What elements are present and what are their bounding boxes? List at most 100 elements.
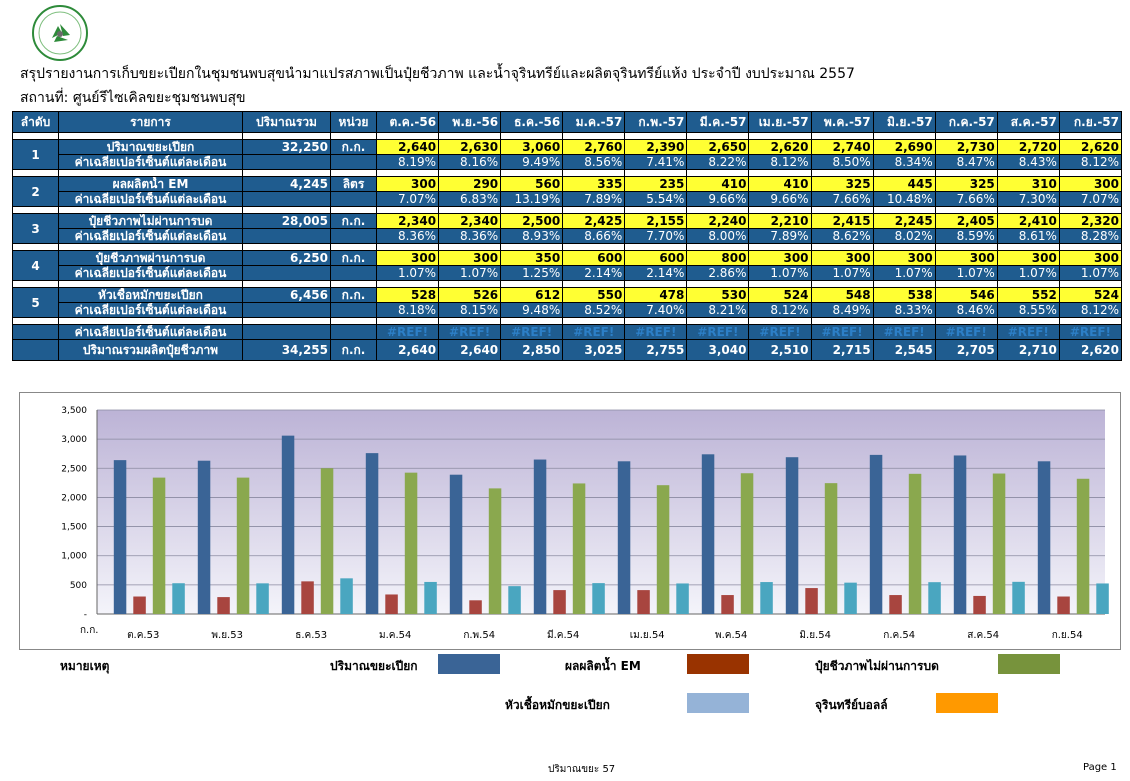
- total-month-value: 2,545: [872, 339, 936, 361]
- header-month: ม.ค.-57: [562, 111, 626, 133]
- bar: [385, 594, 398, 614]
- total-row-unit: ก.ก.: [330, 339, 377, 361]
- bar: [533, 459, 547, 614]
- spacer-cell: [375, 132, 440, 140]
- month-percent: 8.02%: [872, 228, 936, 244]
- month-percent: 8.21%: [686, 302, 750, 318]
- legend-swatch: [438, 654, 500, 674]
- spacer-cell: [686, 280, 750, 288]
- month-percent: 9.49%: [500, 154, 564, 170]
- month-percent: 8.36%: [438, 228, 502, 244]
- bar: [1096, 583, 1109, 614]
- month-value: 300: [375, 250, 440, 266]
- spacer-cell: [500, 169, 564, 177]
- avg-percent-label: ค่าเฉลี่ยเปอร์เซ็นต์แต่ละเดือน: [58, 324, 243, 340]
- spacer-cell: [810, 206, 874, 214]
- header-month: มิ.ย.-57: [872, 111, 936, 133]
- ref-error-cell: #REF!: [996, 324, 1060, 340]
- empty-cell: [330, 324, 377, 340]
- bar: [488, 488, 502, 614]
- month-value: 2,240: [686, 213, 750, 229]
- spacer-cell: [748, 317, 812, 325]
- spacer-cell: [438, 206, 502, 214]
- bar: [973, 595, 986, 614]
- spacer-cell: [748, 169, 812, 177]
- month-value: 350: [500, 250, 564, 266]
- spacer-cell: [624, 317, 688, 325]
- row-unit: ก.ก.: [330, 250, 377, 266]
- spacer-row: [12, 206, 1123, 214]
- month-percent: 8.62%: [810, 228, 874, 244]
- spacer-cell: [624, 132, 688, 140]
- month-value: 2,210: [748, 213, 812, 229]
- month-value: 600: [562, 250, 626, 266]
- bar: [404, 472, 418, 614]
- row-total: 4,245: [242, 176, 331, 192]
- month-percent: 8.36%: [375, 228, 440, 244]
- bar: [889, 595, 902, 614]
- total-month-value: 2,640: [375, 339, 440, 361]
- ref-row: ค่าเฉลี่ยเปอร์เซ็นต์แต่ละเดือน #REF! #REF!…: [12, 324, 1123, 340]
- empty-cell: [242, 302, 331, 318]
- table-row-percent: ค่าเฉลี่ยเปอร์เซ็นต์แต่ละเดือน 8.18% 8.15%…: [13, 302, 1123, 318]
- spacer-cell: [934, 243, 998, 251]
- month-value: 300: [996, 250, 1060, 266]
- row-total: 32,250: [242, 139, 331, 155]
- month-percent: 1.07%: [872, 265, 936, 281]
- y-tick-label: 500: [70, 581, 87, 591]
- spacer-cell: [12, 317, 59, 325]
- ref-error-cell: #REF!: [562, 324, 626, 340]
- y-tick-label: 3,500: [61, 406, 87, 416]
- month-value: 478: [624, 287, 688, 303]
- x-tick-label: มิ.ย.54: [799, 630, 831, 641]
- spacer-cell: [330, 243, 377, 251]
- avg-percent-label: ค่าเฉลี่ยเปอร์เซ็นต์แต่ละเดือน: [58, 154, 243, 170]
- bar: [656, 485, 670, 614]
- footer-sheet-name: ปริมาณขยะ 57: [548, 764, 616, 775]
- x-tick-label: ต.ค.53: [127, 630, 159, 641]
- empty-cell: [330, 154, 377, 170]
- month-percent: 1.07%: [1058, 265, 1123, 281]
- spacer-cell: [330, 206, 377, 214]
- spacer-cell: [996, 317, 1060, 325]
- ref-error-cell: #REF!: [810, 324, 874, 340]
- month-value: 530: [686, 287, 750, 303]
- month-value: 2,425: [562, 213, 626, 229]
- legend-label: ปุ๋ยชีวภาพไม่ผ่านการบด: [815, 659, 939, 673]
- month-value: 552: [996, 287, 1060, 303]
- spacer-cell: [242, 280, 331, 288]
- month-value: 548: [810, 287, 874, 303]
- x-tick-label: ธ.ค.53: [295, 630, 327, 641]
- month-value: 300: [375, 176, 440, 192]
- month-value: 410: [748, 176, 812, 192]
- bar: [1057, 596, 1070, 614]
- row-unit: ก.ก.: [330, 287, 377, 303]
- spacer-cell: [562, 243, 626, 251]
- spacer-cell: [375, 206, 440, 214]
- month-percent: 1.07%: [810, 265, 874, 281]
- spacer-cell: [562, 317, 626, 325]
- unit-label: ก.ก.: [80, 625, 98, 636]
- spacer-cell: [438, 243, 502, 251]
- spacer-cell: [624, 206, 688, 214]
- month-percent: 8.33%: [872, 302, 936, 318]
- spacer-cell: [1058, 206, 1123, 214]
- spacer-cell: [12, 243, 59, 251]
- month-percent: 8.52%: [562, 302, 626, 318]
- empty-cell: [330, 265, 377, 281]
- month-percent: 8.61%: [996, 228, 1060, 244]
- empty-cell: [242, 228, 331, 244]
- month-value: 2,640: [375, 139, 440, 155]
- legend-swatch: [687, 693, 749, 713]
- spacer-cell: [375, 243, 440, 251]
- month-value: 300: [810, 250, 874, 266]
- spacer-cell: [686, 317, 750, 325]
- spacer-cell: [330, 317, 377, 325]
- header-item: รายการ: [58, 111, 243, 133]
- bar: [992, 473, 1006, 614]
- month-value: 325: [810, 176, 874, 192]
- empty-cell: [242, 324, 331, 340]
- spacer-cell: [58, 169, 243, 177]
- spacer-cell: [934, 317, 998, 325]
- y-tick-label: -: [84, 610, 87, 620]
